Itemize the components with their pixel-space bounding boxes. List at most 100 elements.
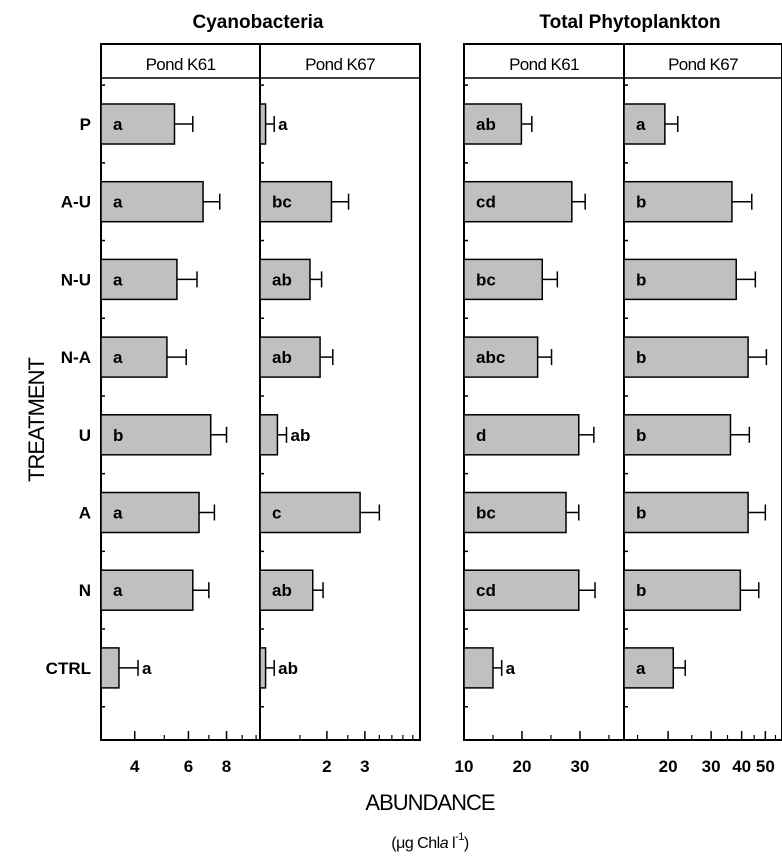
- x-tick-label: 20: [659, 757, 678, 776]
- bar-letter: ab: [290, 426, 310, 445]
- bar-letter: a: [113, 504, 123, 523]
- bar-letter: ab: [272, 348, 292, 367]
- bar-letter: d: [476, 426, 486, 445]
- panel-title: Pond K67: [305, 55, 375, 74]
- bar-letter: a: [636, 659, 646, 678]
- bar-letter: abc: [476, 348, 505, 367]
- bar: [259, 647, 267, 689]
- bar-letter: ab: [278, 659, 298, 678]
- bar-letter: b: [636, 270, 646, 289]
- bar-letter: bc: [476, 504, 496, 523]
- category-label: A: [79, 504, 91, 523]
- category-label: N: [79, 581, 91, 600]
- bar-letter: b: [636, 193, 646, 212]
- category-label: A-U: [61, 193, 91, 212]
- bar: [623, 569, 742, 611]
- bar-letter: cd: [476, 193, 496, 212]
- bar-letter: cd: [476, 581, 496, 600]
- group-title-cyanobacteria: Cyanobacteria: [193, 12, 324, 33]
- x-tick-label: 20: [513, 757, 532, 776]
- bar: [100, 103, 176, 145]
- bar-letter: ab: [272, 581, 292, 600]
- bar: [259, 414, 279, 456]
- bar-letter: a: [506, 659, 516, 678]
- bar-letter: a: [113, 581, 123, 600]
- bar: [623, 647, 675, 689]
- bar: [259, 180, 333, 223]
- bar: [100, 258, 178, 301]
- units-post: ): [464, 835, 469, 852]
- category-label: N-U: [61, 270, 91, 289]
- bar-letter: bc: [476, 270, 496, 289]
- bar: [259, 491, 361, 534]
- bar: [623, 414, 732, 456]
- x-tick-label: 30: [702, 757, 721, 776]
- units-italic: a: [440, 835, 449, 852]
- panel-title: Pond K61: [146, 55, 216, 74]
- bar: [259, 569, 314, 611]
- x-tick-label: 40: [732, 757, 751, 776]
- category-label: CTRL: [46, 659, 91, 678]
- panel-frame: [463, 43, 625, 741]
- bar: [623, 336, 749, 378]
- bar: [100, 569, 194, 611]
- bar-letter: a: [142, 659, 152, 678]
- panel-title: Pond K61: [509, 55, 579, 74]
- category-label: U: [79, 426, 91, 445]
- bar: [623, 491, 749, 534]
- x-tick-label: 30: [570, 757, 589, 776]
- bar-letter: a: [636, 115, 646, 134]
- bar: [259, 103, 267, 145]
- bar: [259, 336, 321, 378]
- bar: [463, 258, 544, 301]
- bar: [463, 180, 573, 223]
- category-label: N-A: [61, 348, 91, 367]
- bar: [463, 103, 523, 145]
- x-axis-title: ABUNDANCE: [365, 790, 494, 815]
- bar: [463, 647, 494, 689]
- bar: [623, 180, 733, 223]
- x-tick-label: 8: [222, 757, 231, 776]
- x-tick-label: 3: [360, 757, 369, 776]
- bar: [100, 647, 120, 689]
- bar-letter: c: [272, 504, 281, 523]
- bar: [463, 569, 580, 611]
- bar-letter: ab: [272, 270, 292, 289]
- bar-letter: a: [113, 270, 123, 289]
- x-tick-label: 50: [756, 757, 775, 776]
- bar-letter: bc: [272, 193, 292, 212]
- panel: Pond K61 4 6 8 a a a a b a a a: [100, 43, 261, 776]
- bar-letter: ab: [476, 115, 496, 134]
- bar: [100, 336, 168, 378]
- bar-letter: b: [636, 348, 646, 367]
- bar-letter: a: [113, 115, 123, 134]
- panel-frame: [259, 43, 421, 741]
- bar-letter: b: [636, 426, 646, 445]
- panel: Pond K67 20 30 40 50 a b b b b b b a: [623, 43, 782, 776]
- x-tick-label: 10: [455, 757, 474, 776]
- group-title-total-phytoplankton: Total Phytoplankton: [539, 12, 720, 33]
- category-label: P: [80, 115, 91, 134]
- bar: [623, 258, 737, 301]
- x-tick-label: 2: [322, 757, 331, 776]
- y-axis-title: TREATMENT: [24, 358, 49, 482]
- bar: [100, 491, 200, 534]
- bar-letter: b: [636, 581, 646, 600]
- panel-frame: [100, 43, 261, 741]
- units-pre: (μg Chl: [391, 835, 439, 852]
- bar-letter: a: [113, 348, 123, 367]
- x-tick-label: 4: [130, 757, 140, 776]
- panel-frame: [623, 43, 782, 741]
- bar-letter: a: [278, 115, 288, 134]
- panel-title: Pond K67: [668, 55, 738, 74]
- units-mid: l: [448, 835, 455, 852]
- bar-letter: b: [636, 504, 646, 523]
- x-axis-units: (μg Chla l-1): [391, 831, 469, 852]
- bar-letter: a: [113, 193, 123, 212]
- bar: [463, 414, 580, 456]
- bar-letter: b: [113, 426, 123, 445]
